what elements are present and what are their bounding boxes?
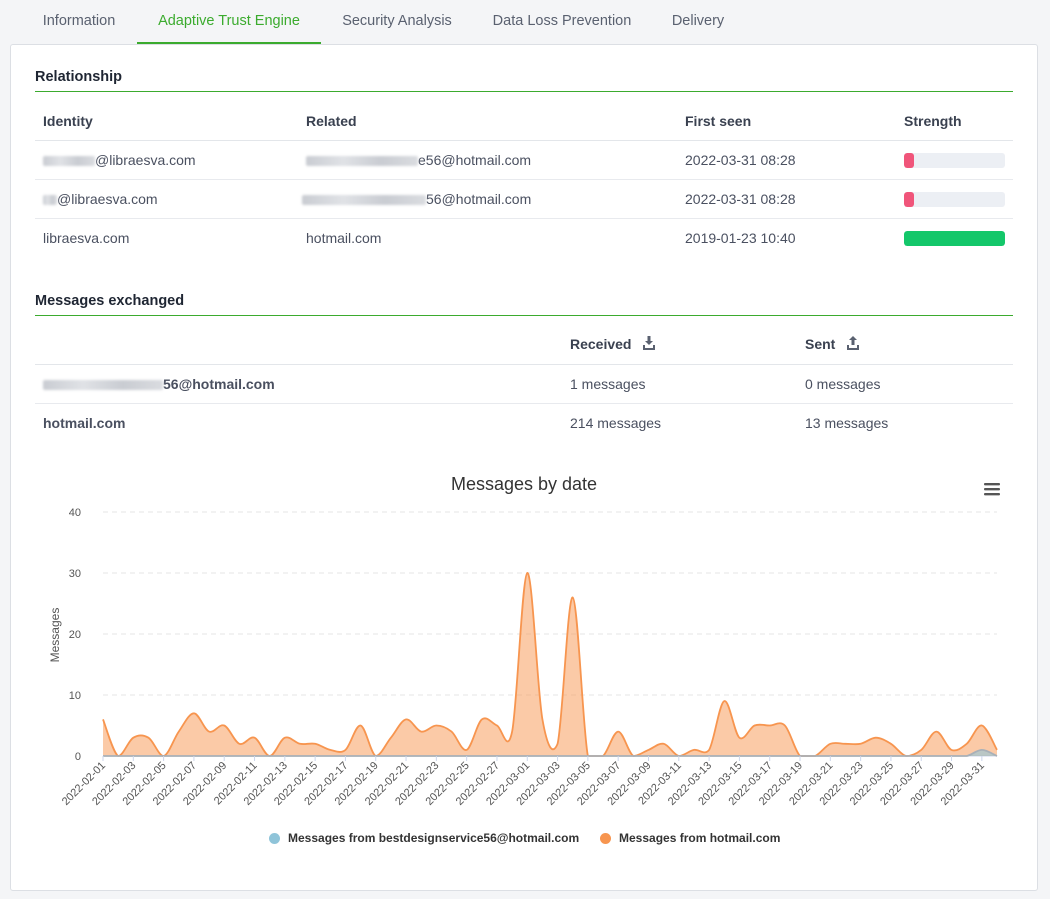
tab-security-analysis[interactable]: Security Analysis (342, 13, 452, 29)
received-cell: 214 messages (570, 415, 662, 431)
first-seen-cell: 2022-03-31 08:28 (677, 140, 896, 180)
sender-cell: 56@hotmail.com (163, 376, 275, 392)
related-cell: e56@hotmail.com (418, 152, 532, 168)
relationship-rule (35, 91, 1013, 92)
redacted-text (43, 380, 163, 391)
content-panel: Relationship Identity Related First seen… (10, 44, 1038, 891)
legend-item-series-1[interactable]: Messages from bestdesignservice56@hotmai… (269, 831, 579, 845)
y-tick-label: 20 (69, 629, 81, 641)
messages-rule (35, 315, 1013, 316)
tab-bar: Information Adaptive Trust Engine Securi… (0, 0, 1050, 44)
chart-title: Messages by date (451, 474, 597, 494)
legend-marker (269, 832, 280, 844)
table-row[interactable]: @libraesva.com 56@hotmail.com 2022-03-31… (35, 179, 1013, 219)
tab-adaptive-trust-engine[interactable]: Adaptive Trust Engine (137, 0, 321, 44)
table-row[interactable]: hotmail.com 214 messages 13 messages (35, 404, 1013, 443)
sent-cell: 0 messages (797, 364, 1013, 404)
upload-icon (847, 336, 860, 353)
col-strength[interactable]: Strength (896, 101, 1013, 141)
y-tick-label: 40 (69, 507, 81, 519)
first-seen-cell: 2022-03-31 08:28 (677, 179, 896, 219)
received-label: Received (570, 335, 632, 352)
strength-fill (904, 230, 1005, 246)
identity-cell: libraesva.com (43, 230, 130, 246)
col-received[interactable]: Received (562, 325, 797, 365)
tab-data-loss-prevention[interactable]: Data Loss Prevention (492, 13, 632, 29)
messages-title: Messages exchanged (35, 293, 185, 309)
relationship-title: Relationship (35, 69, 123, 85)
redacted-text (43, 195, 57, 206)
series-area-2 (103, 572, 997, 756)
relationship-table: Identity Related First seen Strength @li… (35, 101, 1013, 257)
y-tick-label: 30 (69, 568, 81, 580)
table-row[interactable]: @libraesva.com e56@hotmail.com 2022-03-3… (35, 140, 1013, 180)
messages-table: Received Sent 56@hotmail.com 1 messages … (35, 325, 1013, 442)
legend-label: Messages from hotmail.com (619, 831, 781, 845)
strength-fill (904, 191, 915, 207)
tab-information[interactable]: Information (42, 13, 116, 29)
download-icon (643, 336, 656, 353)
series-line-2 (102, 572, 998, 757)
col-name (35, 325, 562, 365)
legend-marker (600, 832, 611, 844)
sent-cell: 13 messages (805, 415, 889, 431)
strength-fill (904, 152, 915, 168)
col-identity[interactable]: Identity (35, 101, 298, 141)
y-tick-label: 10 (69, 690, 81, 702)
col-first-seen[interactable]: First seen (677, 101, 896, 141)
redacted-text (302, 195, 426, 206)
tab-delivery[interactable]: Delivery (671, 13, 725, 29)
table-row[interactable]: 56@hotmail.com 1 messages 0 messages (35, 364, 1013, 404)
table-row[interactable]: libraesva.com hotmail.com 2019-01-23 10:… (35, 219, 1013, 258)
sender-cell: hotmail.com (43, 415, 126, 431)
legend-label: Messages from bestdesignservice56@hotmai… (288, 831, 580, 845)
y-tick-label: 0 (75, 751, 81, 763)
legend-item-series-2[interactable]: Messages from hotmail.com (600, 831, 780, 845)
identity-cell: @libraesva.com (57, 191, 158, 207)
received-cell: 1 messages (562, 364, 797, 404)
first-seen-cell: 2019-01-23 10:40 (685, 230, 796, 246)
identity-cell: @libraesva.com (95, 152, 196, 168)
related-cell: 56@hotmail.com (426, 191, 532, 207)
sent-label: Sent (805, 335, 836, 352)
strength-bar (904, 230, 1005, 246)
strength-bar (904, 152, 1005, 168)
chart-menu-icon[interactable] (982, 481, 1000, 497)
series-line-1 (102, 748, 998, 757)
col-sent[interactable]: Sent (797, 325, 1013, 365)
col-related[interactable]: Related (298, 101, 677, 141)
redacted-text (306, 156, 418, 167)
strength-bar (904, 191, 1005, 207)
redacted-text (43, 156, 95, 167)
y-axis-label: Messages (48, 608, 62, 663)
related-cell: hotmail.com (306, 230, 382, 246)
